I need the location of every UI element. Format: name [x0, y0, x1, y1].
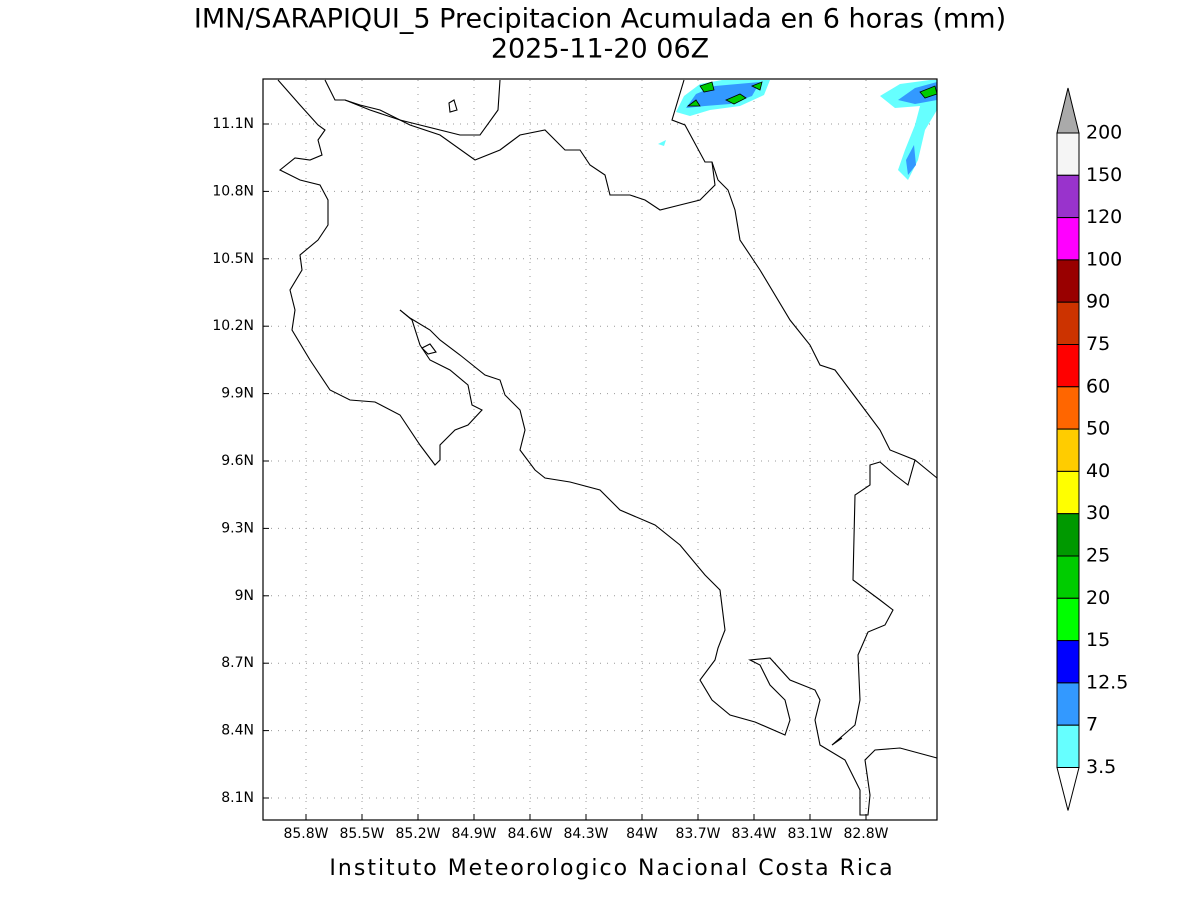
colorbar-label: 12.5 — [1086, 671, 1128, 693]
y-tick-label: 8.1N — [221, 790, 254, 806]
colorbar-label: 3.5 — [1086, 756, 1116, 778]
colorbar-segment — [1056, 724, 1080, 769]
y-tick-label: 8.4N — [221, 723, 254, 739]
colorbar-label: 25 — [1086, 545, 1110, 567]
colorbar-segment — [1056, 301, 1080, 346]
colorbar-segment — [1056, 217, 1080, 261]
colorbar-label: 200 — [1086, 122, 1122, 144]
colorbar-segment — [1056, 555, 1080, 599]
x-tick-label: 83.4W — [731, 826, 776, 842]
coastline — [671, 79, 938, 479]
y-tick-label: 9.9N — [221, 386, 254, 402]
colorbar-segment — [1056, 259, 1080, 303]
map-frame — [262, 78, 938, 821]
y-tick-label: 11.1N — [212, 116, 254, 132]
colorbar-segment — [1056, 470, 1080, 515]
y-tick-label: 8.7N — [221, 655, 254, 671]
x-tick-label: 85.5W — [339, 826, 384, 842]
colorbar-label: 7 — [1086, 714, 1098, 736]
colorbar-label: 150 — [1086, 164, 1122, 186]
colorbar-label: 60 — [1086, 375, 1110, 397]
y-tick-label: 9.3N — [221, 520, 254, 536]
precip-area — [880, 80, 937, 180]
y-tick-label: 9N — [235, 588, 254, 604]
y-tick-label: 10.8N — [212, 183, 254, 199]
border — [324, 79, 716, 211]
colorbar-segment — [1056, 513, 1080, 557]
colorbar-under — [1056, 767, 1080, 811]
x-tick-label: 83.7W — [675, 826, 720, 842]
footer: Instituto Meteorologico Nacional Costa R… — [329, 856, 894, 881]
x-tick-label: 85.8W — [283, 826, 328, 842]
colorbar-label: 20 — [1086, 587, 1110, 609]
y-tick-label: 9.6N — [221, 453, 254, 469]
colorbar-label: 120 — [1086, 206, 1122, 228]
colorbar-segment — [1056, 132, 1080, 176]
island — [448, 99, 458, 113]
coastline — [399, 309, 938, 816]
lake-shore — [344, 79, 501, 136]
colorbar-segment — [1056, 344, 1080, 388]
x-tick-label: 83.1W — [787, 826, 832, 842]
colorbar-segment — [1056, 174, 1080, 219]
x-tick-label: 84.6W — [507, 826, 552, 842]
colorbar-label: 30 — [1086, 502, 1110, 524]
x-tick-label: 82.8W — [843, 826, 888, 842]
colorbar-label: 100 — [1086, 248, 1122, 270]
grid — [264, 80, 936, 820]
colorbar-over — [1056, 87, 1080, 134]
x-tick-label: 85.2W — [395, 826, 440, 842]
y-tick-label: 10.2N — [212, 318, 254, 334]
precip-area — [686, 81, 763, 107]
colorbar-label: 15 — [1086, 629, 1110, 651]
coastlines — [277, 79, 938, 816]
colorbar: 200 150 120 100 90 75 60 50 40 30 25 20 15 12.5 7 3.5 — [1056, 87, 1128, 811]
subtitle: 2025-11-20 06Z — [491, 34, 709, 65]
colorbar-segment — [1056, 428, 1080, 472]
precip-area — [658, 140, 666, 146]
precipitation — [658, 80, 938, 180]
precip-area — [686, 82, 760, 108]
colorbar-segment — [1056, 386, 1080, 430]
coastline — [277, 79, 483, 466]
x-tick-label: 84.9W — [451, 826, 496, 842]
x-tick-label: 84.3W — [563, 826, 608, 842]
colorbar-segment — [1056, 682, 1080, 726]
colorbar-label: 50 — [1086, 418, 1110, 440]
colorbar-label: 40 — [1086, 460, 1110, 482]
y-tick-label: 10.5N — [212, 251, 254, 267]
title: IMN/SARAPIQUI_5 Precipitacion Acumulada … — [194, 4, 1006, 35]
colorbar-label: 90 — [1086, 291, 1110, 313]
island — [421, 343, 437, 355]
colorbar-segment — [1056, 597, 1080, 642]
colorbar-label: 75 — [1086, 333, 1110, 355]
x-tick-label: 84W — [626, 826, 658, 842]
colorbar-segment — [1056, 640, 1080, 684]
border — [831, 459, 916, 746]
